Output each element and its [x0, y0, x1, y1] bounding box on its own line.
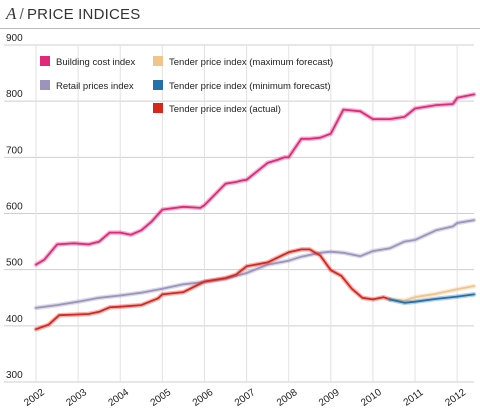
title-separator: / [19, 6, 24, 23]
panel-letter: A [6, 4, 17, 23]
y-tick-label: 400 [6, 314, 23, 325]
x-tick-label: 2011 [402, 387, 426, 409]
series-line [388, 285, 475, 302]
y-tick-label: 600 [6, 202, 23, 213]
legend-label: Tender price index (minimum forecast) [169, 81, 331, 92]
legend-label: Tender price index (actual) [169, 104, 281, 115]
series-line [35, 93, 475, 266]
y-tick-label: 500 [6, 258, 23, 269]
x-tick-label: 2005 [149, 387, 174, 409]
legend-swatch [153, 80, 163, 90]
legend-swatch [153, 56, 163, 66]
series-line [388, 293, 475, 304]
x-tick-label: 2002 [22, 387, 47, 409]
series-line [35, 219, 475, 309]
series-line-halo [33, 247, 393, 332]
x-tick-label: 2008 [275, 387, 300, 409]
title-divider [0, 28, 480, 29]
y-tick-label: 700 [6, 145, 23, 156]
y-tick-label: 300 [6, 370, 23, 381]
series-line [35, 248, 391, 331]
legend-swatch [40, 56, 50, 66]
x-tick-label: 2004 [107, 387, 132, 409]
chart-title-text: PRICE INDICES [26, 6, 141, 23]
legend-label: Retail prices index [56, 81, 134, 92]
y-tick-label: 800 [6, 89, 23, 100]
x-tick-label: 2010 [359, 387, 384, 409]
x-tick-label: 2007 [233, 387, 258, 409]
x-tick-label: 2009 [317, 387, 342, 409]
legend-swatch [40, 80, 50, 90]
legend-swatch [153, 103, 163, 113]
x-tick-label: 2006 [191, 387, 216, 409]
y-tick-label: 900 [6, 33, 23, 44]
legend-label: Building cost index [56, 57, 135, 68]
x-tick-label: 2012 [443, 387, 468, 409]
chart-title: A / PRICE INDICES [6, 4, 140, 24]
legend-label: Tender price index (maximum forecast) [169, 57, 333, 68]
x-tick-label: 2003 [64, 387, 89, 409]
